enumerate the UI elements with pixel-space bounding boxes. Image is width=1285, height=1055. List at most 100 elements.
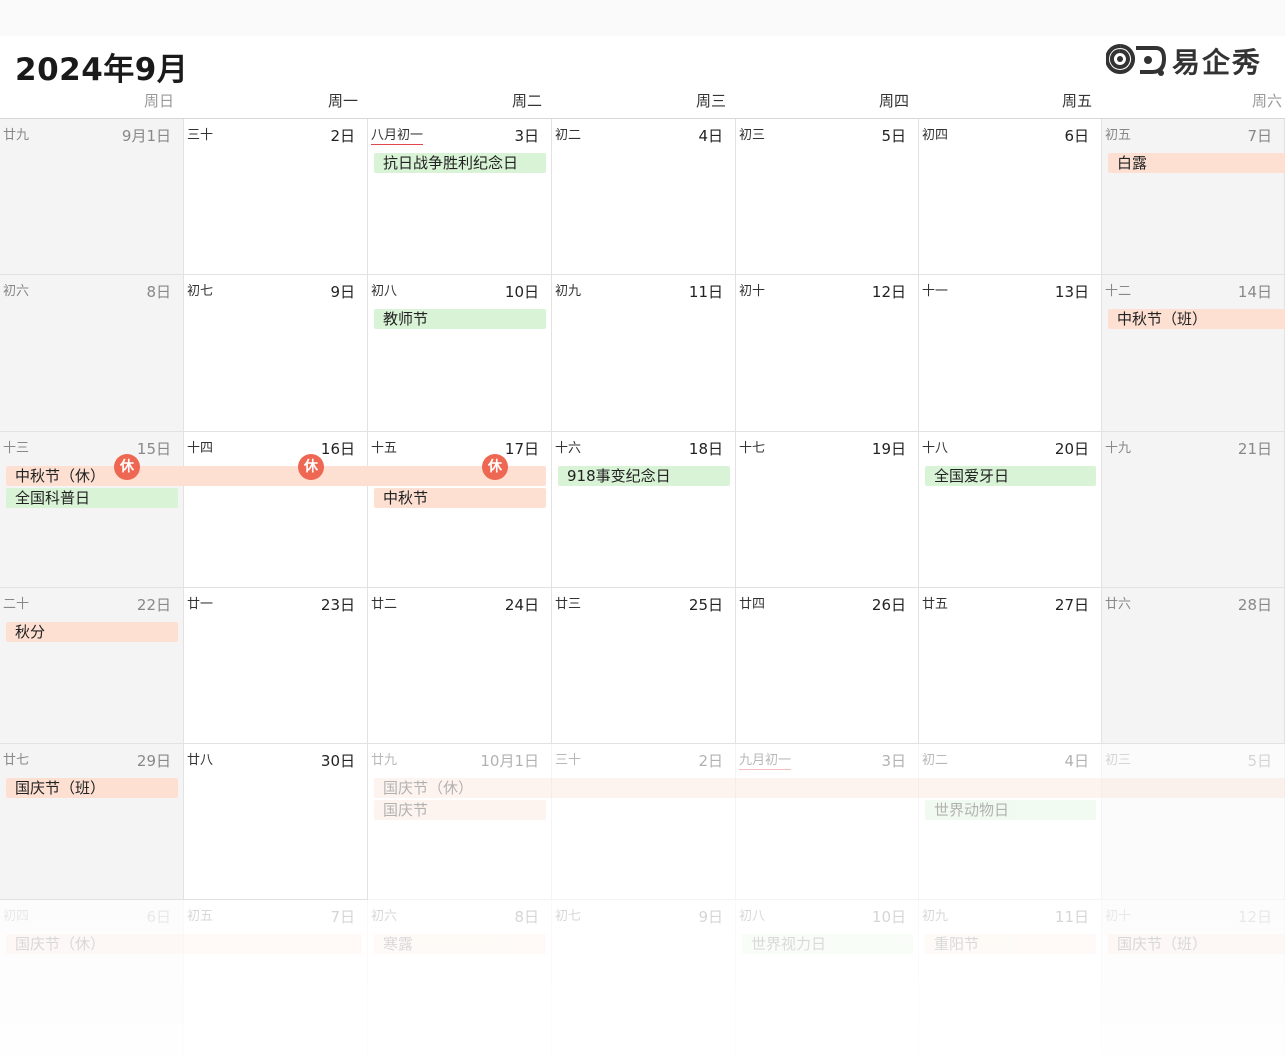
day-number: 3日 [881,752,906,770]
day-cell[interactable]: 初六 8日 [368,900,552,1055]
lunar-date: 初三 [1105,753,1132,768]
lunar-date: 十一 [922,284,949,299]
day-cell[interactable]: 三十 2日 [184,119,368,275]
day-cell[interactable]: 廿四 26日 [736,588,919,744]
brand-logo[interactable]: 易企秀 [1106,40,1274,80]
day-number: 29日 [136,752,171,770]
day-number: 12日 [1237,908,1272,926]
day-cell[interactable]: 初七 9日 [184,275,368,432]
day-cell[interactable]: 廿二 24日 [368,588,552,744]
day-cell[interactable]: 三十 2日 [552,744,736,900]
calendar-event[interactable]: 918事变纪念日 [558,466,730,486]
day-cell[interactable]: 初五 7日 [184,900,368,1055]
day-number: 4日 [698,127,723,145]
day-cell[interactable]: 初四 6日 [919,119,1102,275]
calendar-event[interactable]: 国庆节（班） [6,778,178,798]
day-cell[interactable]: 廿七 29日 [0,744,184,900]
calendar-event[interactable]: 国庆节 [374,800,546,820]
day-cell[interactable]: 十七 19日 [736,432,919,588]
day-number: 2日 [698,752,723,770]
calendar-event[interactable]: 中秋节（休） [6,466,546,486]
day-cell[interactable]: 初三 5日 [1102,744,1285,900]
lunar-date: 廿二 [371,597,398,612]
day-cell[interactable]: 初八 10日 [736,900,919,1055]
calendar-event[interactable]: 国庆节（休） [374,778,1285,798]
day-cell[interactable]: 十三 15日 [0,432,184,588]
lunar-date: 初八 [371,284,398,299]
weekday-header: 周日 周一 周二 周三 周四 周五 周六 [0,90,1285,112]
day-cell[interactable]: 初五 7日 [1102,119,1285,275]
day-cell[interactable]: 初九 11日 [552,275,736,432]
day-cell[interactable]: 廿三 25日 [552,588,736,744]
logo-text: 易企秀 [1172,46,1263,79]
day-number: 14日 [1237,283,1272,301]
day-cell[interactable]: 廿九 9月1日 [0,119,184,275]
day-cell[interactable]: 初三 5日 [736,119,919,275]
calendar-event[interactable]: 国庆节（休） [6,934,362,954]
lunar-date: 初七 [555,909,582,924]
day-cell[interactable]: 初七 9日 [552,900,736,1055]
day-cell[interactable]: 初二 4日 [552,119,736,275]
day-cell[interactable]: 初二 4日 [919,744,1102,900]
calendar-event[interactable]: 国庆节（班） [1108,934,1285,954]
month-title: 2024年9月 [15,52,189,88]
day-cell[interactable]: 十四 16日 [184,432,368,588]
day-cell[interactable]: 十六 18日 [552,432,736,588]
day-cell[interactable]: 初四 6日 [0,900,184,1055]
day-cell[interactable]: 二十 22日 [0,588,184,744]
day-cell[interactable]: 初九 11日 [919,900,1102,1055]
day-number: 10日 [871,908,906,926]
day-number: 6日 [146,908,171,926]
day-cell[interactable]: 十八 20日 [919,432,1102,588]
day-cell[interactable]: 初八 10日 [368,275,552,432]
lunar-date: 初十 [1105,909,1132,924]
lunar-date: 初七 [187,284,214,299]
calendar-event[interactable]: 全国科普日 [6,488,178,508]
day-cell[interactable]: 廿六 28日 [1102,588,1285,744]
day-cell[interactable]: 九月初一 3日 [736,744,919,900]
calendar-event[interactable]: 教师节 [374,309,546,329]
calendar-event[interactable]: 寒露 [374,934,546,954]
day-cell[interactable]: 廿九 10月1日 [368,744,552,900]
calendar-event[interactable]: 全国爱牙日 [925,466,1096,486]
weekday-label: 周五 [1061,92,1092,110]
day-cell[interactable]: 廿五 27日 [919,588,1102,744]
lunar-date: 九月初一 [739,749,792,770]
day-number: 25日 [688,596,723,614]
calendar-event[interactable]: 中秋节（班） [1108,309,1285,329]
day-cell[interactable]: 十五 17日 [368,432,552,588]
calendar-event[interactable]: 抗日战争胜利纪念日 [374,153,546,173]
calendar-event[interactable]: 秋分 [6,622,178,642]
day-cell[interactable]: 十一 13日 [919,275,1102,432]
lunar-date: 十二 [1105,284,1132,299]
day-number: 2日 [330,127,355,145]
lunar-date: 二十 [3,597,30,612]
day-number: 28日 [1237,596,1272,614]
day-cell[interactable]: 十九 21日 [1102,432,1285,588]
lunar-date: 初二 [555,128,582,143]
calendar-event[interactable]: 世界视力日 [742,934,913,954]
day-number: 10日 [504,283,539,301]
day-cell[interactable]: 廿一 23日 [184,588,368,744]
lunar-date: 十四 [187,441,214,456]
calendar-event[interactable]: 中秋节 [374,488,546,508]
lunar-date: 十六 [555,441,582,456]
day-number: 20日 [1054,440,1089,458]
lunar-date: 廿六 [1105,597,1132,612]
day-cell[interactable]: 初十 12日 [1102,900,1285,1055]
day-cell[interactable]: 初六 8日 [0,275,184,432]
day-cell[interactable]: 十二 14日 [1102,275,1285,432]
weekday-label: 周六 [1251,92,1282,110]
calendar-event[interactable]: 重阳节 [925,934,1096,954]
day-number: 11日 [688,283,723,301]
day-cell[interactable]: 廿八 30日 [184,744,368,900]
lunar-date: 初二 [922,753,949,768]
calendar-event[interactable]: 白露 [1108,153,1285,173]
calendar-event[interactable]: 世界动物日 [925,800,1096,820]
day-number: 26日 [871,596,906,614]
weekday-label: 周一 [327,92,358,110]
day-number: 16日 [320,440,355,458]
lunar-date: 初九 [555,284,582,299]
day-cell[interactable]: 八月初一 3日 [368,119,552,275]
day-cell[interactable]: 初十 12日 [736,275,919,432]
